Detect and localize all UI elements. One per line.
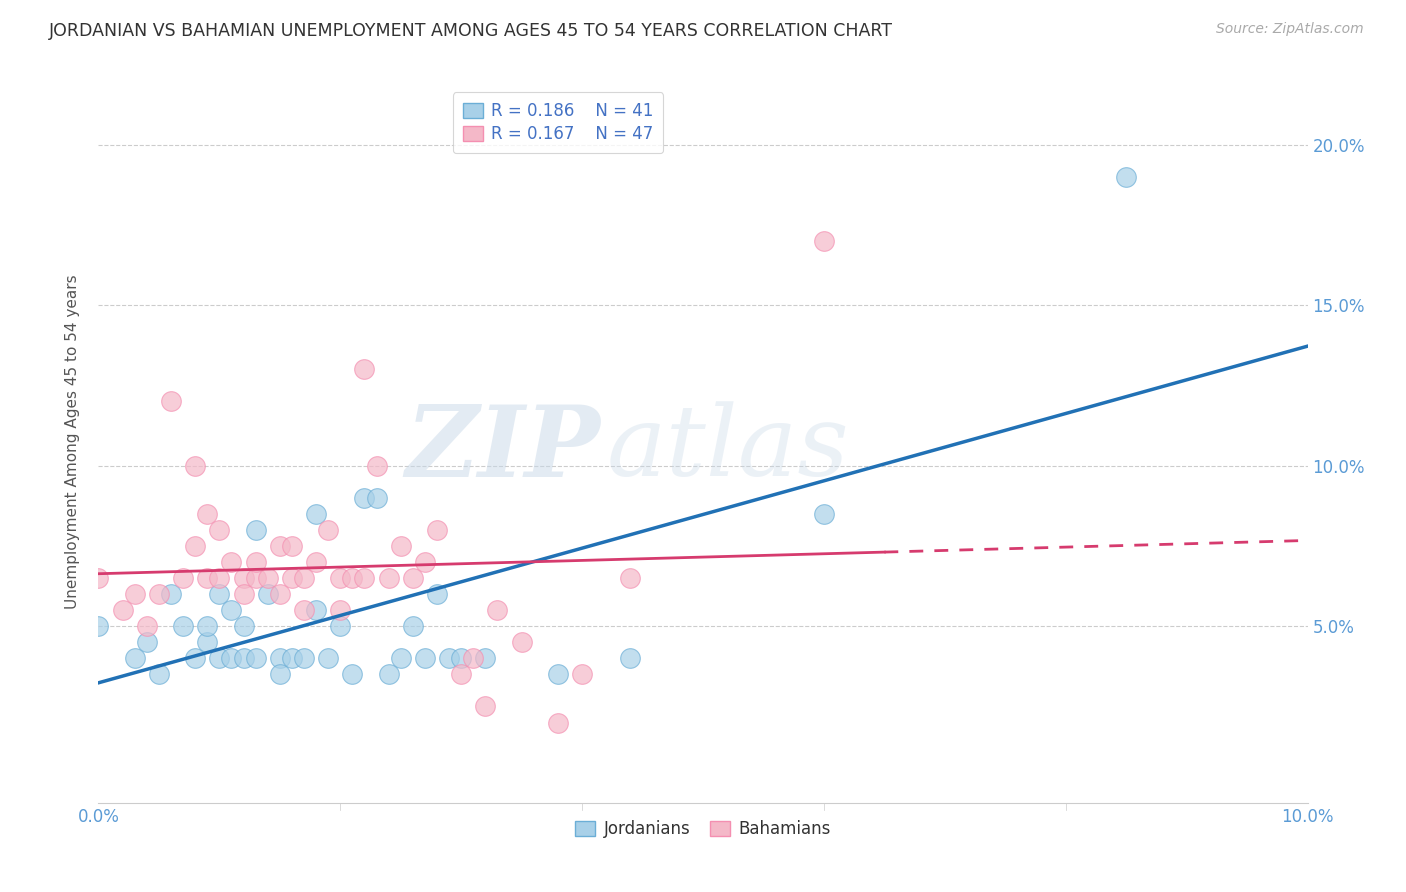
Point — [329, 603, 352, 617]
Point — [245, 523, 267, 537]
Point — [813, 507, 835, 521]
Point — [474, 699, 496, 714]
Point — [510, 635, 533, 649]
Point — [256, 587, 278, 601]
Point — [87, 619, 110, 633]
Text: JORDANIAN VS BAHAMIAN UNEMPLOYMENT AMONG AGES 45 TO 54 YEARS CORRELATION CHART: JORDANIAN VS BAHAMIAN UNEMPLOYMENT AMONG… — [49, 22, 893, 40]
Point — [292, 651, 315, 665]
Point — [208, 651, 231, 665]
Point — [195, 619, 218, 633]
Point — [232, 587, 254, 601]
Text: atlas: atlas — [606, 401, 849, 497]
Point — [148, 667, 170, 681]
Point — [135, 635, 157, 649]
Point — [269, 667, 291, 681]
Point — [413, 555, 436, 569]
Point — [437, 651, 460, 665]
Point — [172, 619, 194, 633]
Point — [281, 651, 304, 665]
Point — [208, 523, 231, 537]
Point — [292, 603, 315, 617]
Point — [87, 571, 110, 585]
Legend: Jordanians, Bahamians: Jordanians, Bahamians — [568, 814, 838, 845]
Point — [547, 667, 569, 681]
Point — [172, 571, 194, 585]
Point — [124, 587, 146, 601]
Point — [232, 571, 254, 585]
Point — [305, 507, 328, 521]
Point — [269, 587, 291, 601]
Point — [305, 603, 328, 617]
Point — [547, 715, 569, 730]
Point — [402, 571, 425, 585]
Point — [160, 587, 183, 601]
Point — [342, 571, 364, 585]
Point — [377, 667, 399, 681]
Point — [389, 539, 412, 553]
Point — [474, 651, 496, 665]
Point — [195, 635, 218, 649]
Point — [619, 571, 641, 585]
Point — [813, 234, 835, 248]
Point — [221, 651, 243, 665]
Point — [402, 619, 425, 633]
Point — [148, 587, 170, 601]
Point — [450, 667, 472, 681]
Point — [486, 603, 509, 617]
Point — [305, 555, 328, 569]
Point — [184, 458, 207, 473]
Point — [135, 619, 157, 633]
Point — [292, 571, 315, 585]
Point — [281, 571, 304, 585]
Point — [208, 571, 231, 585]
Point — [269, 651, 291, 665]
Point — [245, 555, 267, 569]
Point — [184, 651, 207, 665]
Point — [377, 571, 399, 585]
Point — [426, 523, 449, 537]
Point — [366, 491, 388, 505]
Point — [389, 651, 412, 665]
Point — [619, 651, 641, 665]
Point — [281, 539, 304, 553]
Point — [245, 651, 267, 665]
Point — [342, 667, 364, 681]
Point — [208, 587, 231, 601]
Point — [232, 619, 254, 633]
Point — [111, 603, 134, 617]
Point — [256, 571, 278, 585]
Point — [366, 458, 388, 473]
Point — [353, 491, 375, 505]
Point — [450, 651, 472, 665]
Point — [316, 523, 339, 537]
Point — [329, 571, 352, 585]
Point — [353, 571, 375, 585]
Point — [221, 555, 243, 569]
Point — [353, 362, 375, 376]
Point — [245, 571, 267, 585]
Y-axis label: Unemployment Among Ages 45 to 54 years: Unemployment Among Ages 45 to 54 years — [65, 274, 80, 609]
Point — [413, 651, 436, 665]
Point — [1115, 169, 1137, 184]
Point — [463, 651, 485, 665]
Point — [184, 539, 207, 553]
Point — [195, 507, 218, 521]
Point — [195, 571, 218, 585]
Point — [221, 603, 243, 617]
Point — [160, 394, 183, 409]
Point — [329, 619, 352, 633]
Point — [269, 539, 291, 553]
Point — [426, 587, 449, 601]
Point — [232, 651, 254, 665]
Point — [571, 667, 593, 681]
Text: Source: ZipAtlas.com: Source: ZipAtlas.com — [1216, 22, 1364, 37]
Text: ZIP: ZIP — [405, 401, 600, 497]
Point — [316, 651, 339, 665]
Point — [124, 651, 146, 665]
